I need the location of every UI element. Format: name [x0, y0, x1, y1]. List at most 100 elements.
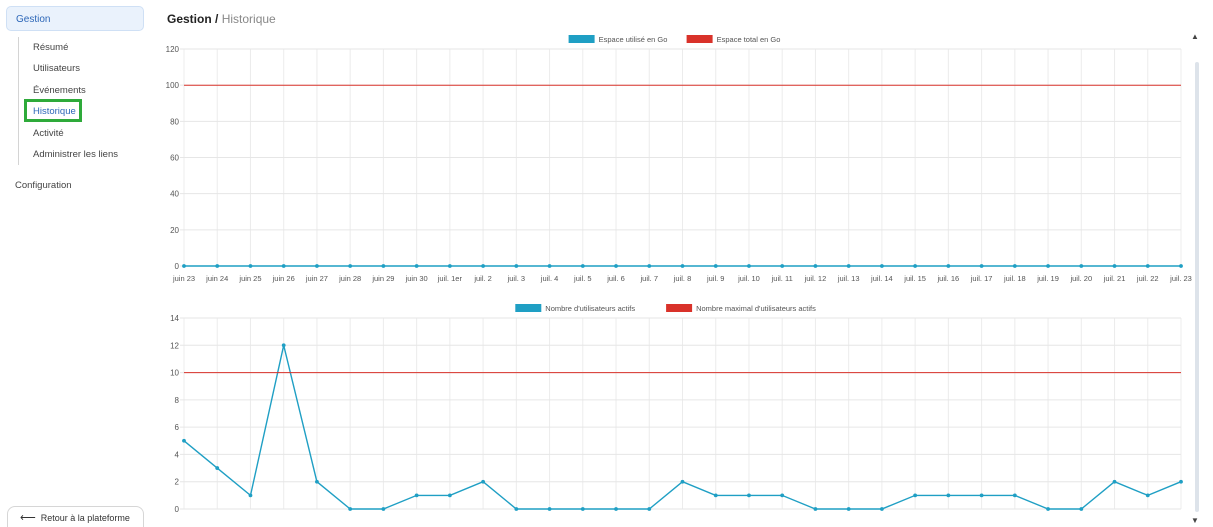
legend-label-nombre-maximal-d-utilisateurs-actifs[interactable]: Nombre maximal d'utilisateurs actifs	[696, 304, 816, 313]
sidebar-item-resume[interactable]: Résumé	[33, 42, 69, 53]
data-point[interactable]	[913, 264, 918, 268]
sidebar-item-historique[interactable]: Historique	[33, 106, 76, 117]
legend-swatch-espace-total-en-go[interactable]	[686, 35, 713, 43]
data-point[interactable]	[647, 507, 652, 511]
x-tick-label: juin 24	[205, 274, 228, 283]
data-point[interactable]	[381, 507, 386, 511]
data-point[interactable]	[946, 264, 951, 268]
data-point[interactable]	[281, 264, 286, 268]
data-point[interactable]	[215, 466, 220, 470]
y-tick-label: 6	[175, 423, 180, 432]
x-tick-label: juil. 4	[540, 274, 559, 283]
data-point[interactable]	[514, 507, 519, 511]
data-point[interactable]	[846, 264, 851, 268]
data-point[interactable]	[1145, 493, 1150, 498]
scroll-down-icon[interactable]: ▼	[1191, 516, 1199, 525]
data-point[interactable]	[880, 507, 884, 511]
data-point[interactable]	[1112, 264, 1117, 268]
breadcrumb-gestion[interactable]: Gestion	[167, 12, 212, 26]
data-point[interactable]	[747, 264, 751, 268]
scrollbar[interactable]	[1195, 62, 1199, 512]
data-point[interactable]	[248, 264, 253, 268]
data-point[interactable]	[1112, 479, 1117, 484]
sidebar-item-gestion[interactable]: Gestion	[6, 6, 144, 31]
data-point[interactable]	[979, 264, 984, 268]
x-tick-label: juil. 16	[937, 274, 960, 283]
x-tick-label: juin 23	[172, 274, 195, 283]
data-point[interactable]	[447, 493, 452, 498]
data-point[interactable]	[182, 438, 186, 443]
legend-label-espace-total-en-go[interactable]: Espace total en Go	[717, 35, 781, 44]
breadcrumb: Gestion / Historique	[167, 12, 276, 26]
legend-swatch-espace-utilise-en-go[interactable]	[568, 35, 595, 43]
sidebar-item-activite[interactable]: Activité	[33, 128, 64, 139]
sidebar-item-utilisateurs[interactable]: Utilisateurs	[33, 63, 80, 74]
sidebar: Gestion Résumé Utilisateurs Événements H…	[0, 0, 152, 527]
data-point[interactable]	[182, 264, 186, 268]
data-point[interactable]	[381, 264, 386, 268]
legend-label-nombre-d-utilisateurs-actifs[interactable]: Nombre d'utilisateurs actifs	[545, 304, 635, 313]
data-point[interactable]	[1179, 264, 1183, 268]
data-point[interactable]	[481, 264, 485, 268]
x-tick-label: juin 26	[272, 274, 295, 283]
data-point[interactable]	[1145, 264, 1150, 268]
data-point[interactable]	[315, 264, 319, 268]
data-point[interactable]	[547, 507, 552, 511]
data-point[interactable]	[1079, 507, 1084, 511]
sidebar-item-evenements[interactable]: Événements	[33, 85, 86, 96]
data-point[interactable]	[580, 264, 585, 268]
data-point[interactable]	[647, 264, 652, 268]
data-point[interactable]	[1079, 264, 1084, 268]
y-tick-label: 8	[175, 396, 180, 405]
data-point[interactable]	[348, 264, 353, 268]
data-point[interactable]	[614, 264, 618, 268]
active-item-highlight	[24, 99, 82, 122]
data-point[interactable]	[414, 493, 419, 498]
data-point[interactable]	[813, 264, 818, 268]
data-point[interactable]	[481, 479, 485, 484]
data-point[interactable]	[680, 264, 685, 268]
x-tick-label: juil. 9	[706, 274, 725, 283]
data-point[interactable]	[281, 343, 286, 348]
data-point[interactable]	[614, 507, 618, 511]
data-point[interactable]	[813, 507, 818, 511]
scroll-up-icon[interactable]: ▲	[1191, 32, 1199, 41]
sidebar-item-configuration[interactable]: Configuration	[15, 180, 72, 191]
data-point[interactable]	[979, 493, 984, 498]
x-tick-label: juil. 3	[507, 274, 526, 283]
data-point[interactable]	[348, 507, 353, 511]
data-point[interactable]	[1046, 507, 1050, 511]
legend-label-espace-utilise-en-go[interactable]: Espace utilisé en Go	[599, 35, 668, 44]
data-point[interactable]	[780, 493, 785, 498]
data-point[interactable]	[946, 493, 951, 498]
legend-swatch-nombre-maximal-d-utilisateurs-actifs[interactable]	[666, 304, 693, 312]
data-point[interactable]	[780, 264, 785, 268]
data-point[interactable]	[747, 493, 751, 498]
data-point[interactable]	[1012, 264, 1017, 268]
data-point[interactable]	[880, 264, 884, 268]
y-tick-label: 80	[170, 117, 179, 126]
back-to-platform-button[interactable]: ⟵ Retour à la plateforme	[7, 506, 144, 527]
data-point[interactable]	[1179, 479, 1183, 484]
arrow-left-icon: ⟵	[20, 512, 36, 524]
data-point[interactable]	[846, 507, 851, 511]
data-point[interactable]	[414, 264, 419, 268]
legend-swatch-nombre-d-utilisateurs-actifs[interactable]	[515, 304, 542, 312]
sidebar-item-administrer-liens[interactable]: Administrer les liens	[33, 149, 118, 160]
x-tick-label: juil. 15	[903, 274, 926, 283]
data-point[interactable]	[580, 507, 585, 511]
data-point[interactable]	[1046, 264, 1050, 268]
data-point[interactable]	[248, 493, 253, 498]
data-point[interactable]	[315, 479, 319, 484]
data-point[interactable]	[514, 264, 519, 268]
y-tick-label: 12	[170, 341, 179, 350]
data-point[interactable]	[713, 264, 718, 268]
data-point[interactable]	[1012, 493, 1017, 498]
data-point[interactable]	[713, 493, 718, 498]
data-point[interactable]	[913, 493, 918, 498]
data-point[interactable]	[547, 264, 552, 268]
data-point[interactable]	[215, 264, 220, 268]
data-point[interactable]	[680, 479, 685, 484]
breadcrumb-separator: /	[215, 12, 219, 26]
data-point[interactable]	[447, 264, 452, 268]
